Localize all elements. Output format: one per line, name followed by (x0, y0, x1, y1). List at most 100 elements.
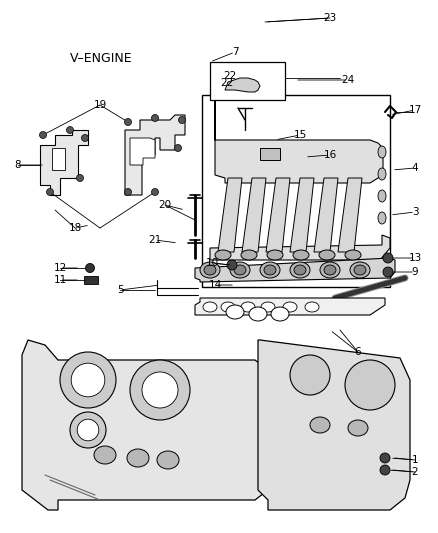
Circle shape (383, 267, 393, 277)
Circle shape (227, 260, 237, 270)
Ellipse shape (85, 263, 95, 272)
Ellipse shape (215, 250, 231, 260)
Ellipse shape (378, 146, 386, 158)
Circle shape (60, 352, 116, 408)
Circle shape (174, 144, 181, 151)
Ellipse shape (241, 302, 255, 312)
Ellipse shape (260, 262, 280, 278)
Polygon shape (195, 258, 395, 282)
Polygon shape (242, 178, 266, 252)
Text: 9: 9 (412, 267, 418, 277)
Circle shape (380, 453, 390, 463)
Ellipse shape (378, 190, 386, 202)
Ellipse shape (310, 417, 330, 433)
Text: 5: 5 (117, 285, 124, 295)
Text: 22: 22 (220, 78, 233, 88)
Text: 16: 16 (323, 150, 337, 160)
Ellipse shape (94, 446, 116, 464)
Circle shape (39, 132, 46, 139)
Ellipse shape (241, 250, 257, 260)
Ellipse shape (345, 250, 361, 260)
Polygon shape (215, 100, 383, 183)
Ellipse shape (267, 250, 283, 260)
Text: 23: 23 (323, 13, 337, 23)
Circle shape (383, 253, 393, 263)
Text: 22: 22 (223, 71, 237, 81)
Circle shape (142, 372, 178, 408)
Ellipse shape (127, 449, 149, 467)
Ellipse shape (324, 265, 336, 275)
Ellipse shape (294, 265, 306, 275)
Circle shape (77, 419, 99, 441)
Ellipse shape (320, 262, 340, 278)
Circle shape (179, 117, 186, 124)
Ellipse shape (264, 265, 276, 275)
Ellipse shape (348, 420, 368, 436)
Text: 21: 21 (148, 235, 162, 245)
Text: 18: 18 (68, 223, 81, 233)
Circle shape (345, 360, 395, 410)
Text: 7: 7 (232, 47, 238, 57)
Text: 2: 2 (412, 467, 418, 477)
Circle shape (152, 189, 159, 196)
Polygon shape (125, 115, 185, 195)
Ellipse shape (319, 250, 335, 260)
Polygon shape (210, 235, 390, 260)
Ellipse shape (221, 302, 235, 312)
Bar (210, 62, 285, 100)
Text: 20: 20 (159, 200, 172, 210)
Polygon shape (225, 78, 260, 92)
Text: 6: 6 (355, 347, 361, 357)
Polygon shape (266, 178, 290, 252)
Ellipse shape (290, 262, 310, 278)
Text: 13: 13 (408, 253, 422, 263)
Polygon shape (84, 276, 98, 284)
Ellipse shape (230, 262, 250, 278)
Text: 15: 15 (293, 130, 307, 140)
Circle shape (70, 412, 106, 448)
Bar (202, 95, 390, 287)
Ellipse shape (378, 212, 386, 224)
Ellipse shape (354, 265, 366, 275)
Circle shape (71, 363, 105, 397)
Circle shape (46, 189, 53, 196)
Text: 1: 1 (412, 455, 418, 465)
Polygon shape (218, 178, 242, 252)
Ellipse shape (226, 305, 244, 319)
Bar (260, 148, 280, 160)
Text: 17: 17 (408, 105, 422, 115)
Text: 8: 8 (15, 160, 21, 170)
Circle shape (67, 126, 74, 133)
Ellipse shape (271, 307, 289, 321)
Ellipse shape (204, 265, 216, 275)
Polygon shape (130, 138, 155, 165)
Ellipse shape (293, 250, 309, 260)
Ellipse shape (350, 262, 370, 278)
Text: V–ENGINE: V–ENGINE (70, 52, 133, 64)
Circle shape (124, 189, 131, 196)
Circle shape (130, 360, 190, 420)
Circle shape (81, 134, 88, 141)
Text: 3: 3 (412, 207, 418, 217)
Ellipse shape (203, 302, 217, 312)
Ellipse shape (283, 302, 297, 312)
Ellipse shape (249, 307, 267, 321)
Text: 12: 12 (53, 263, 67, 273)
Text: 24: 24 (341, 75, 355, 85)
Circle shape (290, 355, 330, 395)
Polygon shape (338, 178, 362, 252)
Circle shape (77, 174, 84, 182)
Ellipse shape (157, 451, 179, 469)
Ellipse shape (234, 265, 246, 275)
Polygon shape (52, 148, 65, 170)
Polygon shape (258, 340, 410, 510)
Text: 19: 19 (93, 100, 106, 110)
Ellipse shape (261, 302, 275, 312)
Polygon shape (314, 178, 338, 252)
Circle shape (380, 465, 390, 475)
Polygon shape (195, 298, 385, 315)
Circle shape (152, 115, 159, 122)
Ellipse shape (378, 168, 386, 180)
Text: 4: 4 (412, 163, 418, 173)
Text: 11: 11 (53, 275, 67, 285)
